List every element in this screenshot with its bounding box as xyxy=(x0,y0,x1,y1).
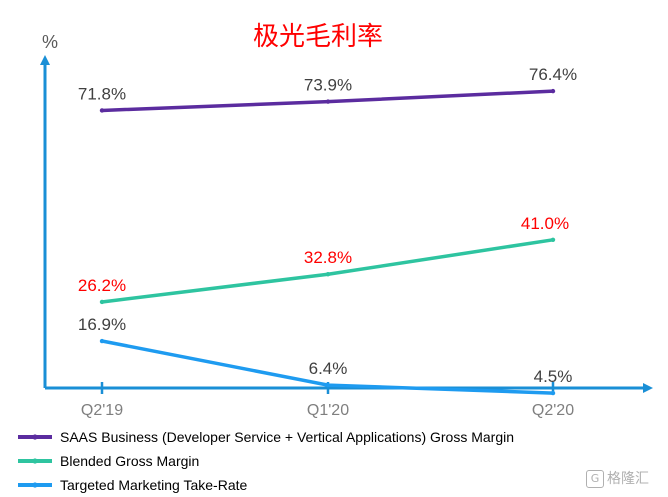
watermark-logo-icon: G xyxy=(586,470,604,488)
data-label: 32.8% xyxy=(304,248,352,267)
data-point xyxy=(99,108,105,113)
chart-title: 极光毛利率 xyxy=(253,22,383,52)
data-point xyxy=(99,299,105,305)
legend-label: Targeted Marketing Take-Rate xyxy=(60,477,247,493)
data-label: 6.4% xyxy=(309,359,348,378)
data-label: 73.9% xyxy=(304,76,352,95)
legend-label: SAAS Business (Developer Service + Verti… xyxy=(60,429,514,445)
y-axis-label: % xyxy=(42,32,58,52)
data-point xyxy=(550,88,556,94)
data-label: 4.5% xyxy=(534,367,573,386)
legend-label: Blended Gross Margin xyxy=(60,453,199,469)
data-label: 16.9% xyxy=(78,315,126,334)
data-point xyxy=(325,382,331,388)
legend-marker xyxy=(32,458,38,464)
data-label: 41.0% xyxy=(521,214,569,233)
data-point xyxy=(325,99,331,104)
data-point xyxy=(550,237,556,242)
legend-marker xyxy=(32,482,38,488)
x-tick-label: Q1'20 xyxy=(307,402,349,419)
watermark: G 格隆汇 xyxy=(586,468,649,488)
data-point xyxy=(325,272,331,277)
data-point xyxy=(550,390,556,396)
data-label: 71.8% xyxy=(78,84,126,103)
data-point xyxy=(99,338,105,344)
x-tick-label: Q2'20 xyxy=(532,402,574,419)
data-label: 76.4% xyxy=(529,65,577,84)
data-label: 26.2% xyxy=(78,276,126,295)
watermark-text: 格隆汇 xyxy=(607,471,649,487)
x-tick-label: Q2'19 xyxy=(81,402,123,419)
legend-marker xyxy=(32,434,38,440)
